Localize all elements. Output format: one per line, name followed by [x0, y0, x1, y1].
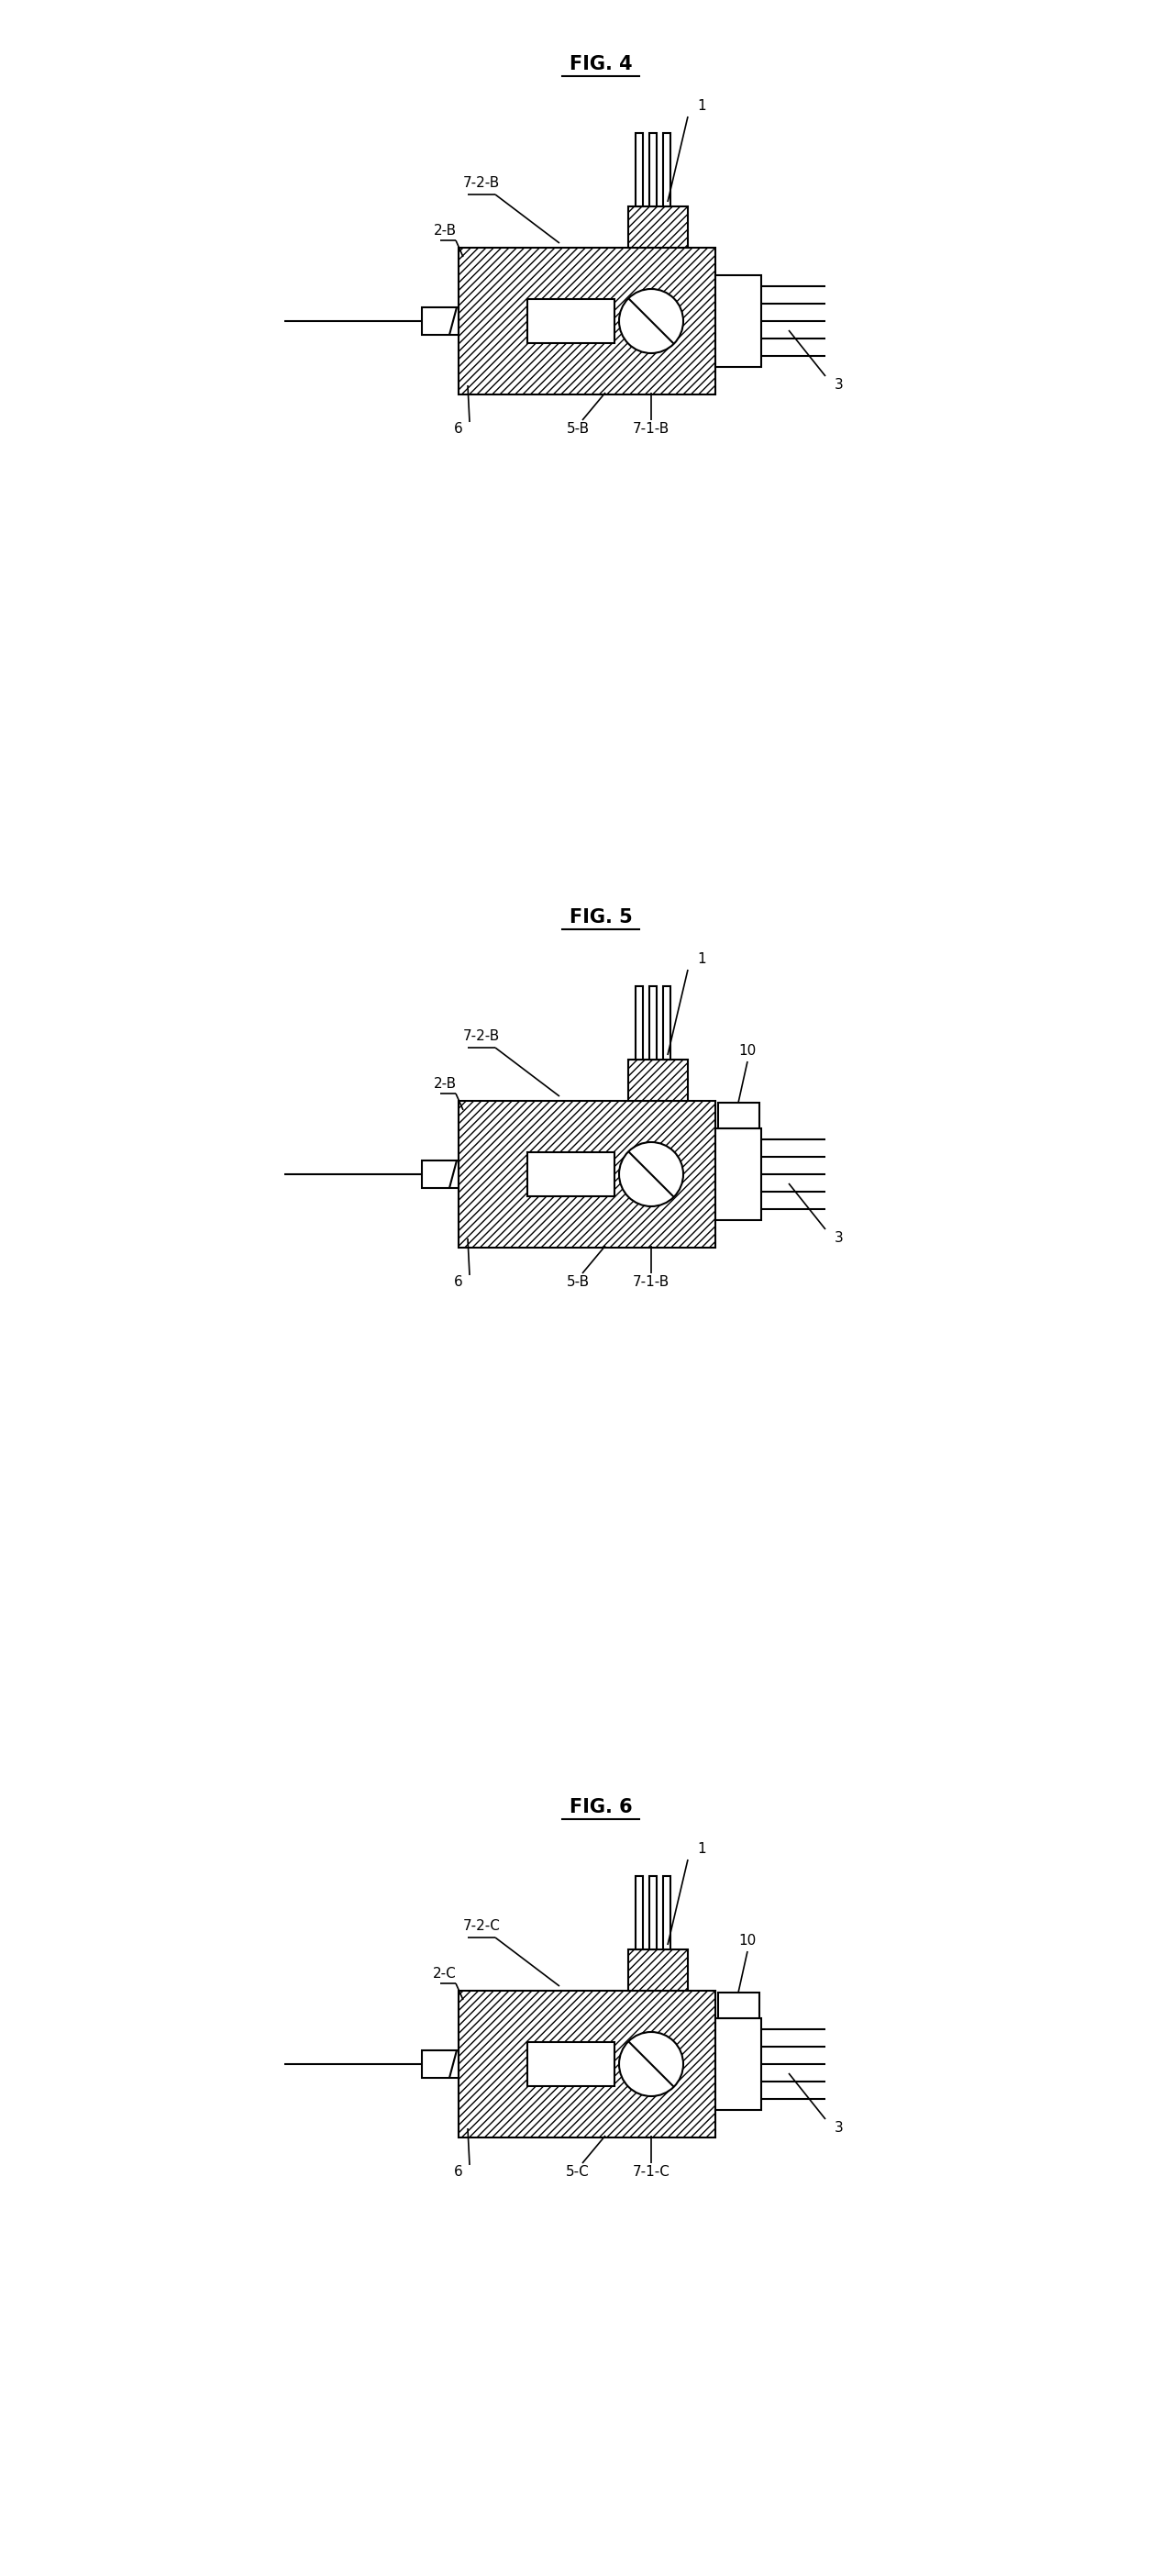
Text: 1: 1 [697, 98, 706, 113]
Bar [528, 299, 615, 343]
Bar [663, 987, 671, 1059]
Bar [636, 987, 643, 1059]
Bar [459, 1100, 716, 1247]
Text: 6: 6 [454, 1275, 463, 1291]
Bar [716, 2017, 761, 2110]
Text: FIG. 5: FIG. 5 [569, 909, 632, 927]
Bar [629, 1059, 687, 1100]
Bar [663, 1875, 671, 1950]
Bar [650, 1875, 657, 1950]
Bar [528, 1151, 615, 1195]
Text: 7-1-C: 7-1-C [632, 2166, 670, 2179]
Bar [629, 206, 687, 247]
Text: 7-1-B: 7-1-B [632, 1275, 670, 1291]
Bar [459, 247, 716, 394]
Text: 7-1-B: 7-1-B [632, 422, 670, 435]
Bar [718, 1103, 759, 1128]
Bar [663, 134, 671, 206]
Text: 1: 1 [697, 1842, 706, 1855]
Text: 10: 10 [739, 1935, 757, 1947]
Bar [718, 1994, 759, 2017]
Bar [422, 1159, 459, 1188]
Text: FIG. 6: FIG. 6 [569, 1798, 632, 1816]
Text: 7-2-C: 7-2-C [462, 1919, 500, 1935]
Bar [422, 2050, 459, 2079]
Text: 5-B: 5-B [567, 1275, 589, 1291]
Text: 5-B: 5-B [567, 422, 589, 435]
Text: 7-2-B: 7-2-B [463, 1030, 500, 1043]
Text: 2-C: 2-C [433, 1968, 456, 1981]
Bar [528, 2043, 615, 2087]
Text: 10: 10 [739, 1043, 757, 1056]
Bar [716, 1128, 761, 1221]
Text: 6: 6 [454, 2166, 463, 2179]
Bar [459, 1991, 716, 2138]
Bar [629, 1950, 687, 1991]
Text: 2-B: 2-B [433, 1077, 456, 1092]
Bar [636, 134, 643, 206]
Bar [422, 307, 459, 335]
Bar [650, 987, 657, 1059]
Circle shape [619, 1141, 683, 1206]
Text: 7-2-B: 7-2-B [463, 178, 500, 191]
Text: 3: 3 [835, 2123, 843, 2136]
Text: 6: 6 [454, 422, 463, 435]
Bar [650, 134, 657, 206]
Bar [636, 1875, 643, 1950]
Text: 1: 1 [697, 951, 706, 966]
Text: 2-B: 2-B [433, 224, 456, 237]
Text: 5-C: 5-C [567, 2166, 590, 2179]
Text: 3: 3 [835, 379, 843, 392]
Circle shape [619, 2032, 683, 2097]
Text: FIG. 4: FIG. 4 [569, 54, 632, 72]
Circle shape [619, 289, 683, 353]
Bar [716, 276, 761, 366]
Text: 3: 3 [835, 1231, 843, 1244]
